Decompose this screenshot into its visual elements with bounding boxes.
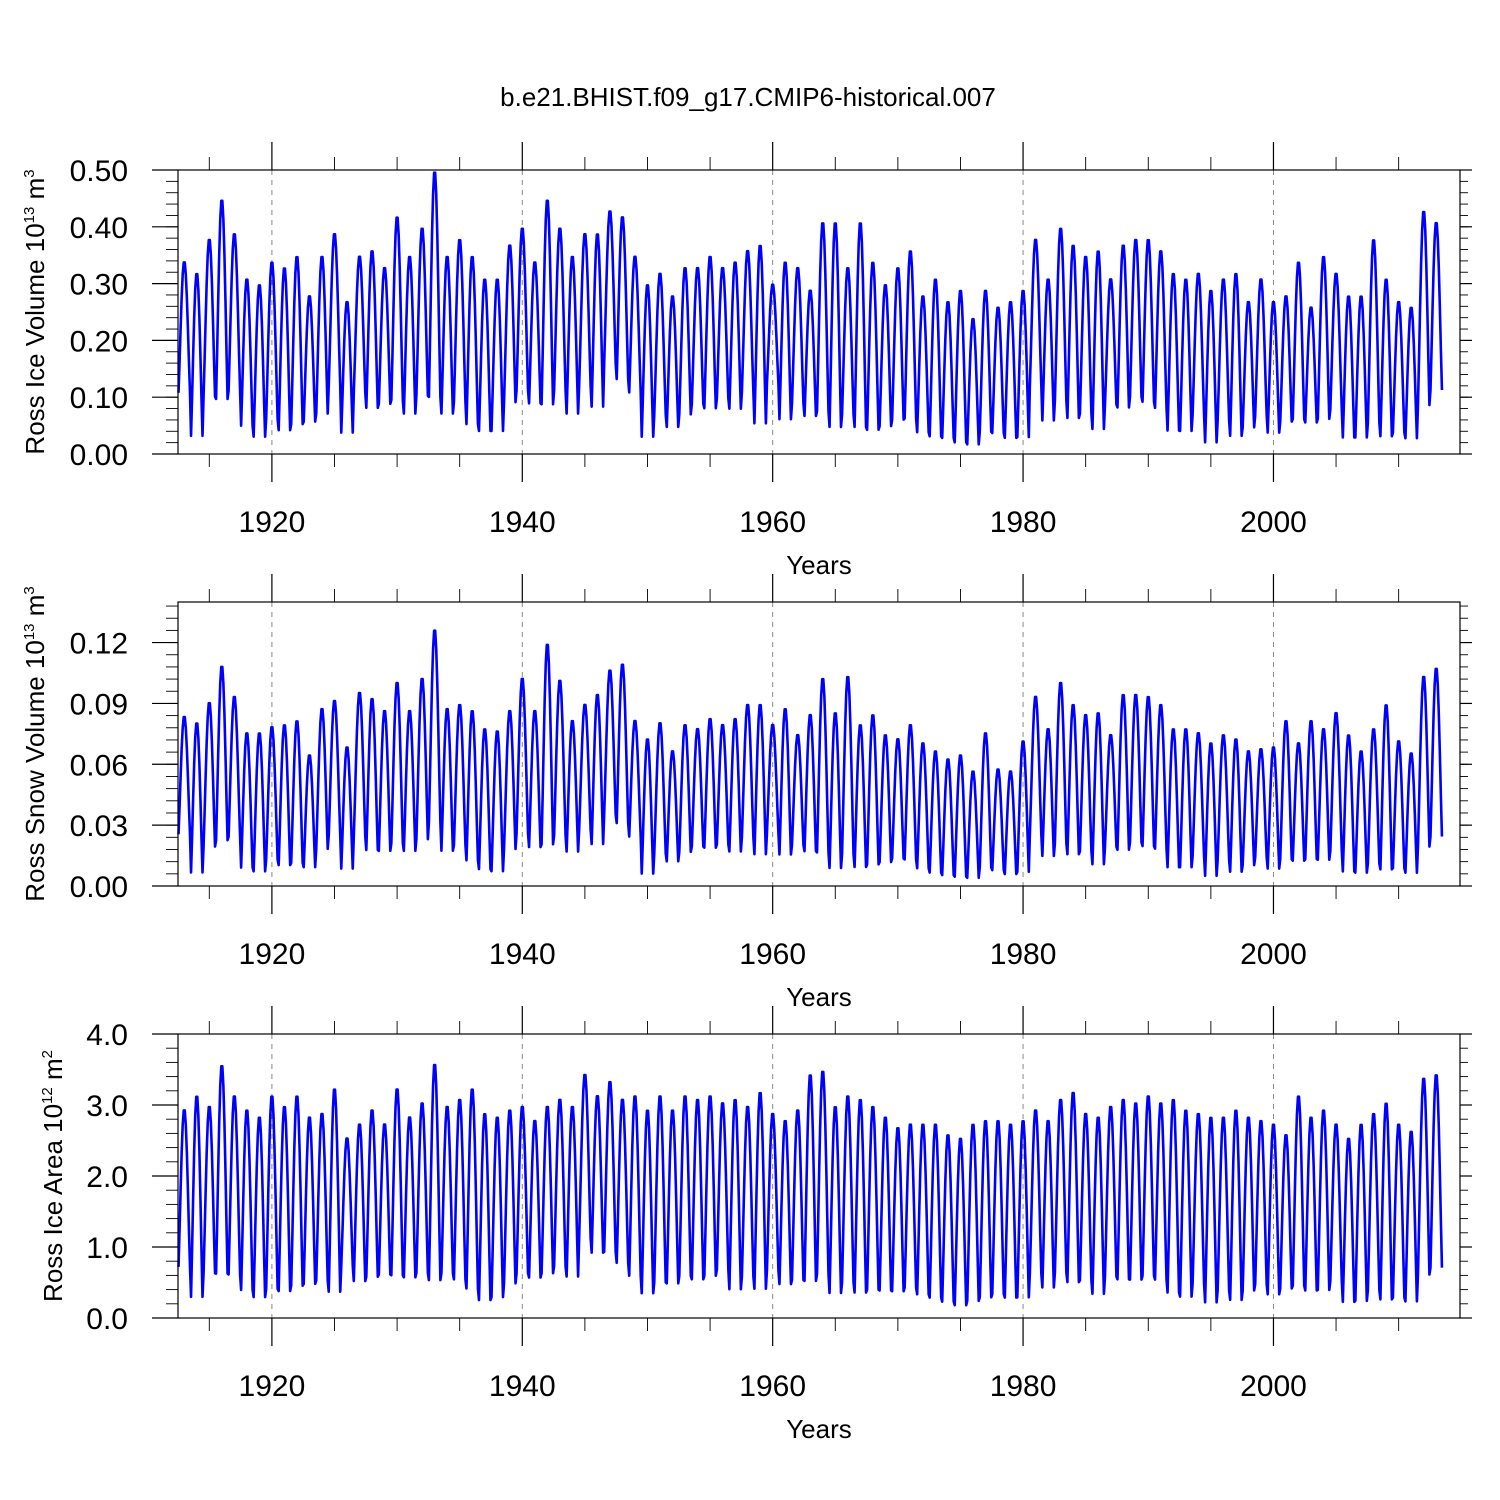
figure-title: b.e21.BHIST.f09_g17.CMIP6-historical.007 [500,82,996,112]
x-tick-label: 1940 [489,506,556,539]
y-tick-label: 1.0 [86,1232,128,1265]
y-tick-label: 0.06 [70,749,128,782]
x-tick-label: 2000 [1240,1370,1307,1403]
x-tick-label: 1920 [239,506,306,539]
y-tick-label: 2.0 [86,1161,128,1194]
y-tick-label: 0.0 [86,1303,128,1336]
y-tick-label: 0.00 [70,439,128,472]
y-axis-title-unit-exponent: 3 [21,169,38,177]
y-tick-label: 3.0 [86,1090,128,1123]
x-tick-label: 1940 [489,1370,556,1403]
x-axis-title: Years [786,1414,852,1444]
y-tick-label: 0.03 [70,810,128,843]
y-axis-title-exponent: 13 [21,207,38,224]
y-axis-title-main: Ross Snow Volume 10 [20,640,50,902]
plot-frame [177,601,1461,887]
y-axis-title-unit-exponent: 3 [21,586,38,594]
y-tick-label: 0.09 [70,688,128,721]
y-axis-title-unit-exponent: 2 [39,1050,56,1058]
y-axis-title-main: Ross Ice Volume 10 [20,223,50,454]
x-tick-label: 1920 [239,1370,306,1403]
y-tick-label: 0.10 [70,382,128,415]
x-tick-label: 1980 [990,938,1057,971]
y-axis-title-unit: m [20,178,50,207]
x-tick-label: 1980 [990,1370,1057,1403]
x-tick-label: 1960 [739,506,806,539]
y-axis-title-unit: m [38,1058,68,1087]
x-tick-label: 1960 [739,938,806,971]
y-tick-label: 0.50 [70,155,128,188]
panel-2: 0.00 0.03 0.06 0.09 0.12 1920 1940 1960 1980 2000… [20,574,1472,1012]
y-axis-title-exponent: 13 [21,623,38,640]
x-axis-title: Years [786,550,852,580]
y-tick-label: 0.30 [70,269,128,302]
x-tick-label: 2000 [1240,506,1307,539]
y-axis-title-main: Ross Ice Area 10 [38,1104,68,1302]
data-series-line [177,629,1444,880]
y-axis-title: Ross Ice Area 1012 m2 [38,1050,68,1302]
y-axis-title-exponent: 12 [39,1087,56,1104]
y-axis-title: Ross Snow Volume 1013 m3 [20,586,50,902]
y-tick-label: 4.0 [86,1019,128,1052]
panels: 0.00 0.10 0.20 0.30 0.40 0.50 1920 1940 1960 1980… [20,142,1472,1444]
panel-3: 0.0 1.0 2.0 3.0 4.0 1920 1940 1960 1980 2000 Years… [38,1006,1472,1444]
x-axis-title: Years [786,982,852,1012]
x-tick-label: 1920 [239,938,306,971]
plot-frame [177,169,1461,455]
y-axis-title-unit: m [20,595,50,624]
x-tick-label: 1980 [990,506,1057,539]
x-tick-label: 1940 [489,938,556,971]
panel-1: 0.00 0.10 0.20 0.30 0.40 0.50 1920 1940 1960 1980… [20,142,1472,580]
y-tick-label: 0.40 [70,212,128,245]
x-tick-label: 1960 [739,1370,806,1403]
y-axis-title: Ross Ice Volume 1013 m3 [20,169,50,454]
y-tick-label: 0.12 [70,628,128,661]
y-tick-label: 0.00 [70,871,128,904]
y-tick-label: 0.20 [70,325,128,358]
data-series-line [177,171,1444,446]
x-tick-label: 2000 [1240,938,1307,971]
data-series-line [177,1063,1444,1307]
